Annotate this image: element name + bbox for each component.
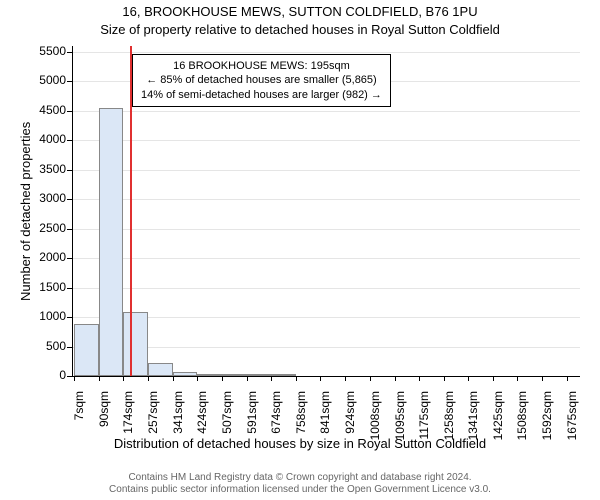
y-tick-mark (67, 52, 72, 53)
annotation-line2: ← 85% of detached houses are smaller (5,… (141, 73, 382, 87)
x-tick-label: 1095sqm (393, 391, 407, 451)
x-tick-mark (517, 376, 518, 381)
x-tick-label: 341sqm (171, 391, 185, 451)
x-tick-mark (222, 376, 223, 381)
annotation-box: 16 BROOKHOUSE MEWS: 195sqm ← 85% of deta… (132, 54, 391, 107)
histogram-bar (123, 312, 148, 376)
histogram-bar (148, 363, 173, 376)
y-tick-label: 500 (32, 339, 66, 353)
gridline (72, 317, 580, 318)
y-tick-mark (67, 258, 72, 259)
x-tick-label: 1175sqm (417, 391, 431, 451)
y-axis-line (72, 46, 73, 376)
gridline (72, 52, 580, 53)
y-tick-mark (67, 347, 72, 348)
page-title: 16, BROOKHOUSE MEWS, SUTTON COLDFIELD, B… (0, 4, 600, 19)
x-tick-mark (493, 376, 494, 381)
page-subtitle: Size of property relative to detached ho… (0, 22, 600, 37)
x-tick-mark (99, 376, 100, 381)
annotation-line3: 14% of semi-detached houses are larger (… (141, 88, 382, 102)
y-tick-mark (67, 140, 72, 141)
gridline (72, 140, 580, 141)
x-tick-mark (74, 376, 75, 381)
x-tick-label: 758sqm (294, 391, 308, 451)
x-tick-label: 424sqm (195, 391, 209, 451)
x-tick-label: 507sqm (220, 391, 234, 451)
x-tick-label: 674sqm (269, 391, 283, 451)
y-tick-label: 3000 (32, 191, 66, 205)
y-axis-label: Number of detached properties (18, 122, 33, 301)
gridline (72, 170, 580, 171)
footer-line1: Contains HM Land Registry data © Crown c… (0, 472, 600, 484)
x-tick-mark (148, 376, 149, 381)
x-tick-label: 841sqm (318, 391, 332, 451)
y-tick-mark (67, 170, 72, 171)
x-tick-mark (370, 376, 371, 381)
x-tick-mark (444, 376, 445, 381)
x-tick-mark (296, 376, 297, 381)
annotation-line1: 16 BROOKHOUSE MEWS: 195sqm (141, 59, 382, 73)
y-tick-label: 3500 (32, 162, 66, 176)
x-tick-label: 7sqm (72, 391, 86, 451)
y-tick-mark (67, 81, 72, 82)
y-tick-mark (67, 229, 72, 230)
x-tick-mark (123, 376, 124, 381)
x-tick-mark (419, 376, 420, 381)
x-tick-mark (247, 376, 248, 381)
x-tick-mark (468, 376, 469, 381)
x-tick-mark (567, 376, 568, 381)
y-tick-label: 1000 (32, 309, 66, 323)
footer-line2: Contains public sector information licen… (0, 484, 600, 496)
y-tick-label: 1500 (32, 280, 66, 294)
gridline (72, 229, 580, 230)
gridline (72, 288, 580, 289)
x-tick-label: 1258sqm (442, 391, 456, 451)
histogram-bar (99, 108, 124, 376)
y-tick-label: 4500 (32, 103, 66, 117)
y-tick-label: 2000 (32, 250, 66, 264)
y-tick-mark (67, 317, 72, 318)
x-tick-mark (271, 376, 272, 381)
y-tick-mark (67, 111, 72, 112)
gridline (72, 258, 580, 259)
x-tick-label: 1341sqm (466, 391, 480, 451)
y-tick-label: 5000 (32, 73, 66, 87)
x-tick-label: 1592sqm (540, 391, 554, 451)
x-tick-label: 1008sqm (368, 391, 382, 451)
gridline (72, 199, 580, 200)
y-tick-label: 5500 (32, 44, 66, 58)
x-tick-label: 1425sqm (491, 391, 505, 451)
x-tick-mark (345, 376, 346, 381)
x-tick-label: 174sqm (121, 391, 135, 451)
x-tick-label: 90sqm (97, 391, 111, 451)
gridline (72, 111, 580, 112)
y-tick-label: 0 (32, 368, 66, 382)
x-tick-label: 1675sqm (565, 391, 579, 451)
gridline (72, 347, 580, 348)
y-tick-label: 4000 (32, 132, 66, 146)
x-tick-mark (395, 376, 396, 381)
x-tick-label: 1508sqm (515, 391, 529, 451)
footer: Contains HM Land Registry data © Crown c… (0, 472, 600, 496)
x-tick-label: 257sqm (146, 391, 160, 451)
x-tick-mark (173, 376, 174, 381)
y-tick-mark (67, 288, 72, 289)
x-tick-mark (542, 376, 543, 381)
x-tick-label: 924sqm (343, 391, 357, 451)
x-tick-label: 591sqm (245, 391, 259, 451)
y-tick-mark (67, 199, 72, 200)
x-tick-mark (320, 376, 321, 381)
histogram-bar (74, 324, 99, 376)
y-tick-mark (67, 376, 72, 377)
y-tick-label: 2500 (32, 221, 66, 235)
x-tick-mark (197, 376, 198, 381)
chart-container: 16, BROOKHOUSE MEWS, SUTTON COLDFIELD, B… (0, 0, 600, 500)
